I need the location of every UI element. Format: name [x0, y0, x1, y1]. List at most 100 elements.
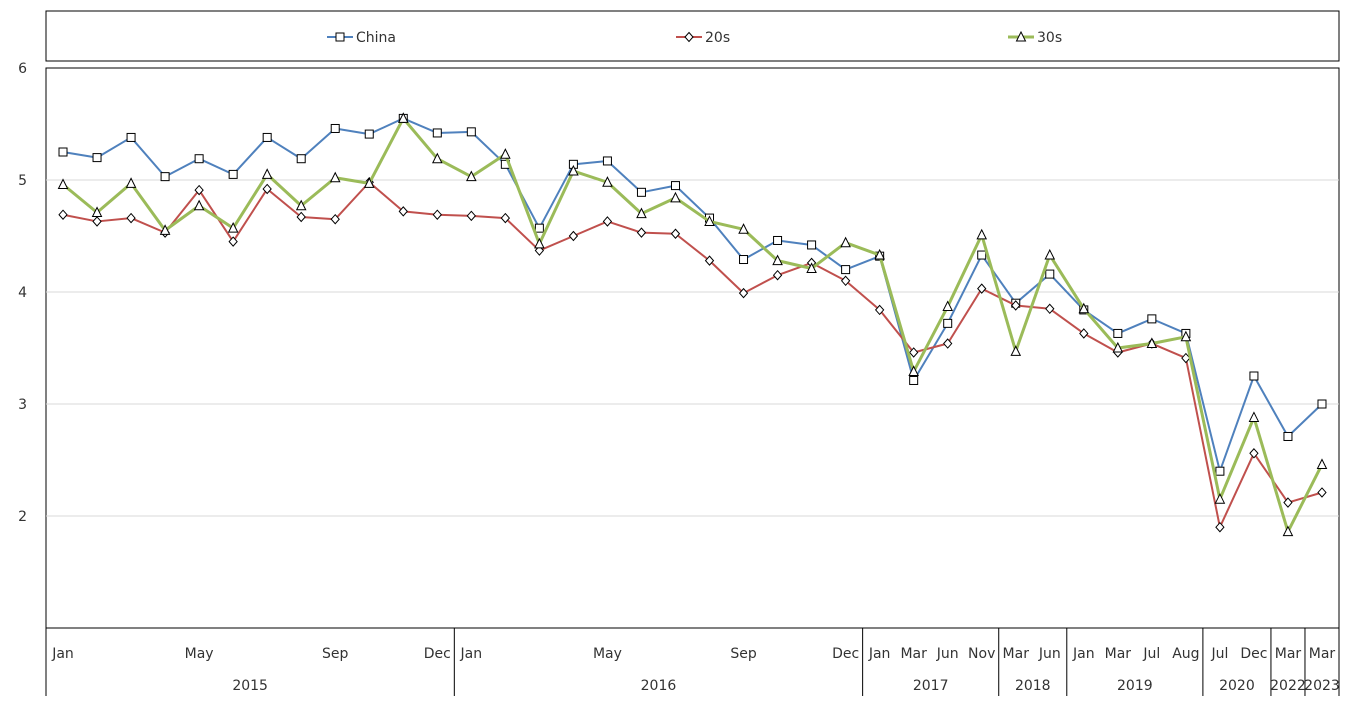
plot-area	[45, 67, 1340, 629]
series-30s	[57, 112, 1328, 537]
data-point	[228, 169, 238, 179]
data-point	[977, 283, 987, 294]
y-tick-label: 5	[18, 173, 27, 189]
x-tick-label: Jan	[1072, 646, 1095, 662]
data-point	[840, 236, 851, 248]
data-point	[295, 199, 307, 211]
data-point	[1147, 314, 1157, 324]
data-point	[126, 132, 136, 142]
y-tick-label: 6	[18, 61, 27, 77]
legend-entry: 20s	[705, 30, 730, 46]
series-line	[62, 117, 1323, 473]
data-point	[739, 255, 749, 265]
data-point	[432, 128, 442, 138]
data-point	[636, 227, 647, 238]
data-point	[398, 206, 408, 217]
data-point	[58, 147, 68, 157]
data-point	[738, 223, 749, 234]
data-point	[1317, 487, 1327, 498]
data-point	[1112, 341, 1124, 353]
x-tick-label: May	[593, 646, 622, 662]
data-point	[874, 304, 885, 316]
legend-marker	[684, 31, 694, 43]
year-label: 2016	[641, 678, 677, 694]
year-label: 2015	[232, 678, 268, 694]
x-tick-label: Sep	[322, 646, 349, 662]
x-tick-label: Dec	[832, 646, 859, 662]
data-point	[500, 212, 511, 224]
data-point	[704, 255, 715, 266]
data-point	[1113, 328, 1123, 338]
data-point	[432, 209, 442, 220]
data-point	[568, 164, 579, 176]
data-point	[773, 235, 783, 245]
x-tick-label: Jan	[51, 646, 74, 662]
x-tick-label: Dec	[1240, 646, 1267, 662]
x-tick-label: Mar	[1309, 646, 1336, 662]
data-point	[194, 154, 204, 164]
data-point	[262, 183, 272, 195]
data-point	[227, 222, 239, 233]
data-point	[1146, 337, 1158, 349]
data-point	[1249, 448, 1259, 459]
series-20s	[58, 176, 1327, 533]
data-point	[1215, 466, 1225, 476]
x-tick-label: Jul	[1210, 646, 1228, 662]
data-point	[977, 250, 987, 260]
data-point	[330, 123, 340, 133]
data-point	[431, 152, 443, 164]
data-point	[261, 168, 273, 179]
data-point	[1283, 431, 1293, 441]
data-point	[670, 228, 681, 240]
data-point	[296, 154, 306, 164]
data-point	[466, 127, 476, 137]
data-point	[841, 265, 851, 275]
data-point	[364, 129, 374, 139]
data-point	[1044, 248, 1056, 260]
data-point	[807, 240, 817, 250]
data-point	[602, 216, 613, 227]
data-point	[738, 287, 749, 299]
data-point	[909, 375, 919, 385]
x-tick-label: May	[185, 646, 214, 662]
data-point	[330, 213, 340, 225]
data-point	[160, 172, 170, 182]
data-point	[125, 177, 137, 188]
data-point	[500, 148, 511, 159]
year-label: 2022	[1270, 678, 1306, 694]
data-point	[636, 187, 646, 197]
data-point	[126, 212, 136, 224]
series-China	[58, 113, 1327, 476]
x-tick-label: Aug	[1172, 646, 1199, 662]
y-tick-label: 4	[18, 285, 27, 301]
data-point	[1282, 525, 1294, 537]
data-point	[602, 176, 613, 187]
data-point	[1079, 328, 1089, 339]
y-axis: 2 3 4 5 6	[18, 61, 27, 525]
data-point	[466, 170, 477, 182]
data-point	[262, 132, 272, 142]
x-tick-label: Mar	[900, 646, 927, 662]
y-tick-label: 3	[18, 397, 27, 413]
year-label: 2018	[1015, 678, 1051, 694]
data-point	[92, 153, 102, 163]
data-point	[296, 211, 306, 223]
legend-entry: China	[356, 30, 396, 46]
data-point	[1180, 330, 1192, 342]
data-point	[397, 112, 409, 123]
data-point	[534, 237, 545, 249]
year-label: 2019	[1117, 678, 1153, 694]
data-point	[1283, 497, 1293, 508]
data-point	[1010, 345, 1022, 356]
data-point	[772, 269, 783, 281]
year-label: 2023	[1304, 678, 1340, 694]
data-point	[194, 184, 204, 196]
x-tick-label: Mar	[1003, 646, 1030, 662]
data-point	[57, 178, 69, 189]
data-point	[943, 318, 953, 328]
data-point	[534, 223, 544, 233]
x-axis: Jan May Sep Dec Jan May Sep Dec Jan Mar Jun Nov Mar J…	[45, 628, 1340, 696]
data-point	[840, 275, 851, 287]
x-tick-label: Sep	[730, 646, 757, 662]
